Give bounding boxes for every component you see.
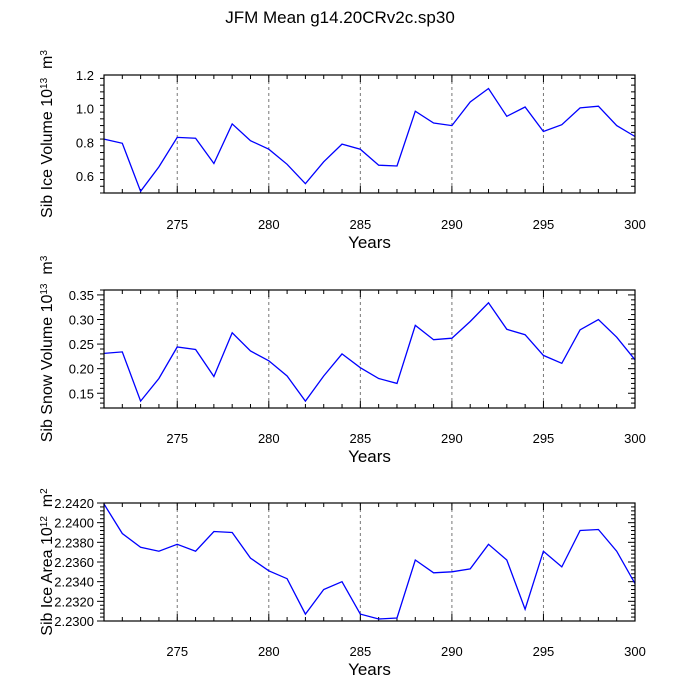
panel1-x-tick-label: 285: [349, 217, 371, 232]
panel1-x-tick-label: 295: [533, 217, 555, 232]
panel1-y-axis-label: Sib Ice Volume 1013 m3: [39, 50, 57, 218]
panel2-y-axis-label: Sib Snow Volume 1013 m3: [39, 255, 57, 442]
panel3-plot-frame: [103, 502, 636, 622]
panel1-y-label-name: Sib Ice Volume: [39, 107, 56, 218]
panel3-y-tick-label: 2.2400: [54, 516, 94, 531]
panel2-y-tick-label: 0.25: [69, 337, 94, 352]
panel3-x-tick-label: 285: [349, 644, 371, 659]
panel1-y-tick-label: 0.8: [76, 135, 94, 150]
panel1-series-line: [103, 87, 636, 193]
panel1-x-axis-label: Years: [348, 233, 391, 252]
panel1-y-tick-label: 1.2: [76, 68, 94, 83]
panel1-y-label-unit: m: [39, 56, 56, 78]
panel2-x-tick-label: 285: [349, 431, 371, 446]
panel3-x-axis-label: Years: [348, 660, 391, 679]
panel2-x-tick-label: 280: [258, 431, 280, 446]
panel1-x-tick-label: 290: [441, 217, 463, 232]
panel1-x-tick-label: 300: [624, 217, 646, 232]
panel3-y-tick-label: 2.2300: [54, 614, 94, 629]
panel1-y-label-exp: 10: [39, 89, 56, 107]
panel3-y-tick-label: 2.2340: [54, 575, 94, 590]
panel2-y-tick-label: 0.15: [69, 386, 94, 401]
panel3-x-tick-label: 275: [166, 644, 188, 659]
panel3-y-label-unit-sup: 2: [39, 488, 50, 494]
panel1-y-tick-label: 1.0: [76, 102, 94, 117]
panel3-x-tick-label: 295: [533, 644, 555, 659]
panel3-y-label-unit: m: [39, 494, 56, 516]
panel2-y-label-name: Sib Snow Volume: [39, 312, 56, 442]
panel3-y-tick-label: 2.2320: [54, 594, 94, 609]
panel3-x-tick-label: 280: [258, 644, 280, 659]
panel3-x-tick-label: 300: [624, 644, 646, 659]
panel2-y-label-exp-sup: 13: [39, 283, 50, 295]
panel3-y-axis-label: Sib Ice Area 1012 m2: [39, 488, 57, 636]
page-title: JFM Mean g14.20CRv2c.sp30: [225, 8, 455, 27]
panel2-x-tick-label: 300: [624, 431, 646, 446]
panel1-y-label-unit-sup: 3: [39, 50, 50, 56]
panel2-series-line: [103, 301, 636, 403]
panel2-x-axis-label: Years: [348, 447, 391, 466]
panel3-y-label-exp-sup: 12: [39, 516, 50, 528]
panel3-y-tick-label: 2.2420: [54, 496, 94, 511]
panel2-y-label-unit: m: [39, 261, 56, 283]
panel1-y-tick-label: 0.6: [76, 169, 94, 184]
panel3-x-tick-label: 290: [441, 644, 463, 659]
panel1-plot-frame: [103, 74, 636, 194]
panel2-x-tick-label: 275: [166, 431, 188, 446]
panel1-x-tick-label: 280: [258, 217, 280, 232]
panel3-y-tick-label: 2.2380: [54, 535, 94, 550]
panel2-y-tick-label: 0.35: [69, 288, 94, 303]
panel3-y-label-name: Sib Ice Area: [39, 545, 56, 636]
panel3-y-tick-label: 2.2360: [54, 555, 94, 570]
panel1-y-label-exp-sup: 13: [39, 77, 50, 89]
panel2-y-label-exp: 10: [39, 295, 56, 313]
panel2-plot-frame: [103, 289, 636, 409]
panel3-series-line: [103, 503, 636, 620]
panel1-x-tick-label: 275: [166, 217, 188, 232]
panel2-y-tick-label: 0.20: [69, 362, 94, 377]
panel2-y-tick-label: 0.30: [69, 313, 94, 328]
panel2-y-label-unit-sup: 3: [39, 255, 50, 261]
panel2-x-tick-label: 295: [533, 431, 555, 446]
panel3-y-label-exp: 10: [39, 527, 56, 545]
panel2-x-tick-label: 290: [441, 431, 463, 446]
